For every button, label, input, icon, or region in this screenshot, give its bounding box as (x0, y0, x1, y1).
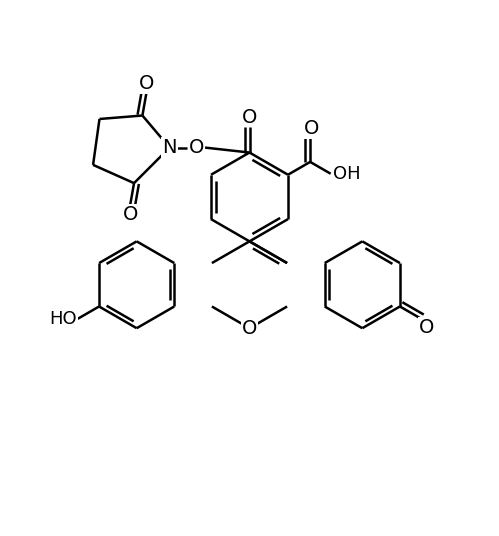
Text: HO: HO (49, 310, 77, 328)
Text: O: O (242, 319, 257, 338)
Text: O: O (122, 205, 138, 225)
Text: O: O (242, 108, 257, 126)
Text: O: O (419, 318, 434, 337)
Text: O: O (303, 119, 319, 138)
Text: OH: OH (333, 165, 360, 183)
Text: O: O (189, 138, 204, 157)
Text: O: O (139, 75, 154, 93)
Text: N: N (162, 138, 177, 157)
